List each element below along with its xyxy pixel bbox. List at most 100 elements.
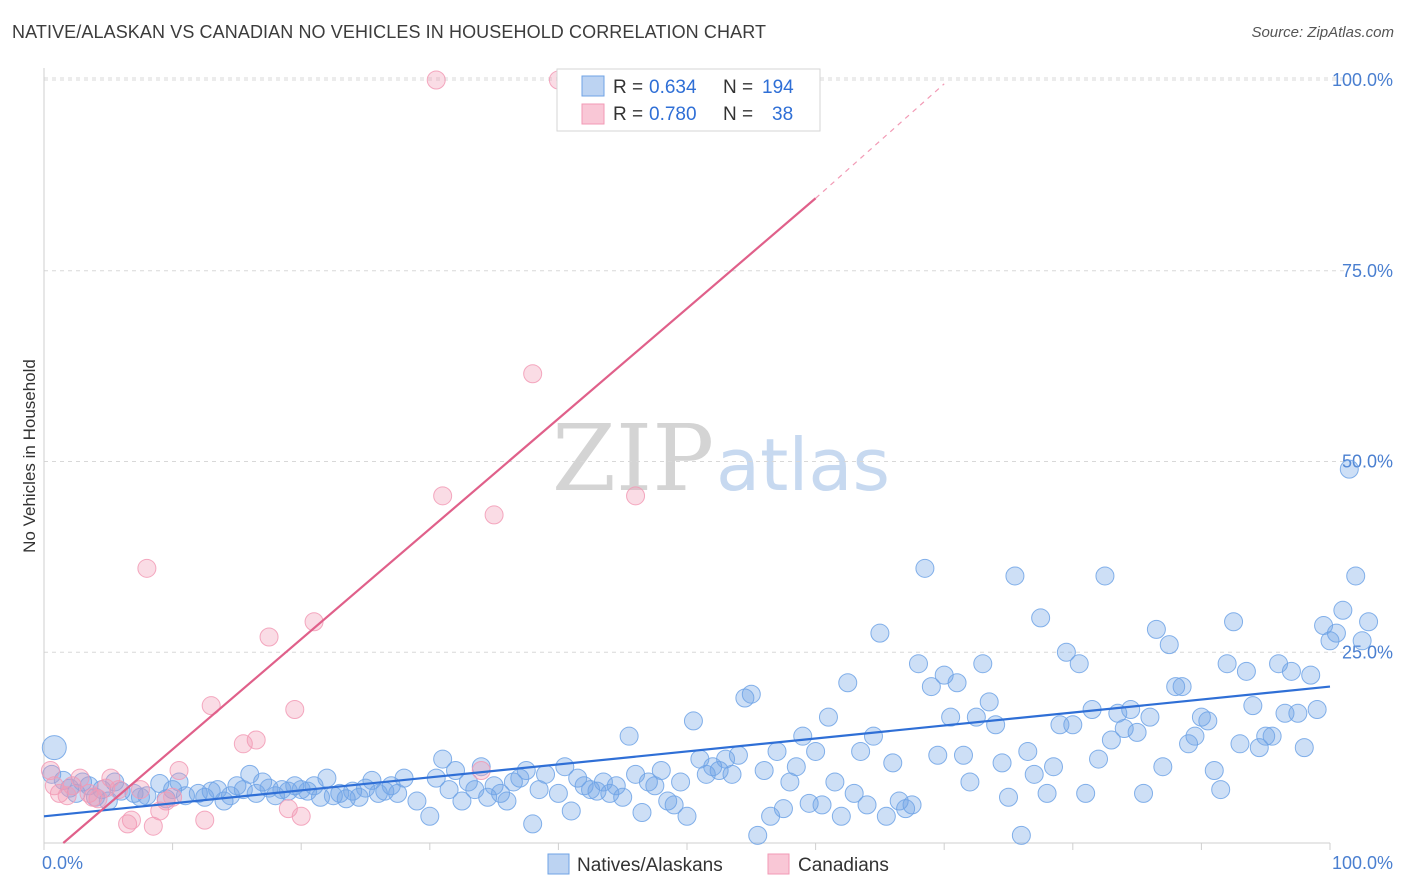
native-point <box>1024 764 1044 784</box>
native-point <box>857 795 877 815</box>
native-point <box>928 745 948 765</box>
native-point <box>664 795 684 815</box>
canadian-point <box>233 734 253 754</box>
native-point <box>818 707 838 727</box>
native-point <box>825 772 845 792</box>
native-point <box>1089 749 1109 769</box>
native-point <box>349 787 369 807</box>
canadian-point <box>118 814 138 834</box>
native-point <box>484 776 504 796</box>
legend-r-label-2: R = <box>613 104 643 125</box>
native-point <box>1346 566 1366 586</box>
native-point <box>497 791 517 811</box>
native-point <box>889 791 909 811</box>
series-natives-points <box>41 459 1379 845</box>
native-point <box>1146 619 1166 639</box>
canadians-trend-line <box>62 197 817 844</box>
canadian-point <box>150 801 170 821</box>
native-point <box>1211 780 1231 800</box>
native-point <box>1333 600 1353 620</box>
bottom-legend-canadians: Canadians <box>798 855 889 876</box>
y-axis-label: No Vehicles in Household <box>20 359 39 553</box>
canadian-point <box>246 730 266 750</box>
native-point <box>568 768 588 788</box>
native-point <box>613 787 633 807</box>
native-point <box>941 707 961 727</box>
native-point <box>1281 661 1301 681</box>
watermark: ZIP atlas <box>552 405 890 512</box>
canadian-point <box>484 505 504 525</box>
native-point <box>651 761 671 781</box>
native-point <box>1044 757 1064 777</box>
native-point <box>478 787 498 807</box>
native-point <box>1288 703 1308 723</box>
native-point <box>536 764 556 784</box>
native-point <box>999 787 1018 807</box>
native-point <box>1294 738 1314 758</box>
legend-r-label-1: R = <box>613 77 643 98</box>
native-point <box>1011 825 1031 845</box>
canadian-point <box>40 761 60 781</box>
canadian-point <box>109 780 129 800</box>
y-tick-label-2: 75.0% <box>1342 261 1393 281</box>
native-point <box>60 778 80 798</box>
trend-lines <box>43 83 1331 844</box>
native-point <box>1037 783 1057 803</box>
legend-swatch-natives <box>581 75 605 97</box>
native-point <box>1134 783 1154 803</box>
native-point <box>748 825 768 845</box>
native-point <box>548 783 568 803</box>
native-point <box>696 764 716 784</box>
native-point <box>953 745 973 765</box>
native-point <box>1198 711 1218 731</box>
chart-title: NATIVE/ALASKAN VS CANADIAN NO VEHICLES I… <box>12 22 767 42</box>
native-point <box>921 677 941 697</box>
native-point <box>1101 730 1121 750</box>
native-point <box>1224 612 1244 632</box>
canadian-point <box>201 696 221 716</box>
native-point <box>516 761 536 781</box>
native-point <box>979 692 999 712</box>
native-point <box>1140 707 1160 727</box>
native-point <box>1243 696 1263 716</box>
native-point <box>1166 677 1186 697</box>
native-point <box>1230 734 1250 754</box>
native-point <box>1153 757 1173 777</box>
native-point <box>960 772 980 792</box>
native-point <box>1262 726 1282 746</box>
native-point <box>1256 726 1276 746</box>
native-point <box>214 791 234 811</box>
native-point <box>831 806 851 826</box>
native-point <box>272 780 292 800</box>
x-tick-labels: 0.0% 100.0% <box>42 853 1393 873</box>
native-point <box>561 801 581 821</box>
native-point <box>1095 566 1115 586</box>
native-point <box>677 806 697 826</box>
native-point <box>767 741 787 761</box>
native-point <box>844 783 864 803</box>
native-point <box>1121 699 1141 719</box>
correlation-legend: R = 0.634 N = 194 R = 0.780 N = 38 <box>556 68 821 132</box>
native-point <box>986 715 1006 735</box>
watermark-zip: ZIP <box>552 405 714 512</box>
y-tick-label-0: 25.0% <box>1342 642 1393 662</box>
legend-n-value-2: 38 <box>772 104 793 125</box>
native-point <box>1204 761 1224 781</box>
native-point <box>606 776 626 796</box>
x-tick-label-1: 100.0% <box>1332 853 1393 873</box>
native-point <box>420 806 440 826</box>
native-point <box>1339 459 1359 479</box>
canadian-point <box>121 810 141 830</box>
native-point <box>1236 661 1256 681</box>
native-point <box>439 780 459 800</box>
y-tick-label-1: 50.0% <box>1342 452 1393 472</box>
native-point <box>1159 635 1179 655</box>
native-point <box>773 799 793 819</box>
native-point <box>973 654 993 674</box>
axes <box>43 68 1331 850</box>
native-point <box>407 791 427 811</box>
bottom-legend-swatch-canadians <box>767 853 790 875</box>
native-point <box>1326 623 1346 643</box>
native-point <box>947 673 967 693</box>
native-point <box>452 791 472 811</box>
